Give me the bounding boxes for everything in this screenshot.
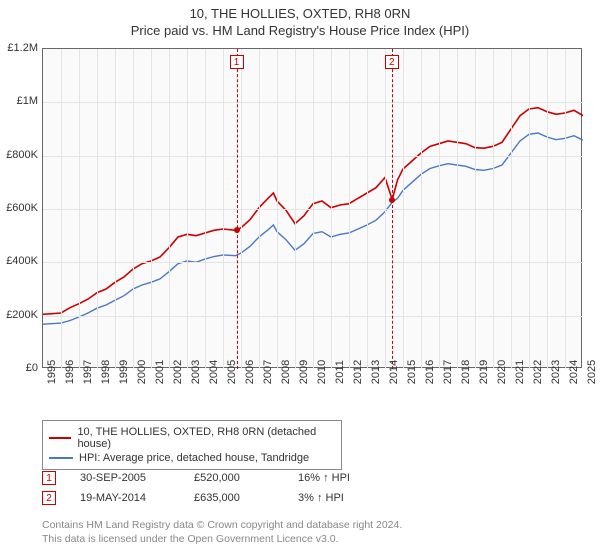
x-axis-label: 2024 [568, 360, 580, 384]
x-axis-label: 2013 [370, 360, 382, 384]
chart-title: 10, THE HOLLIES, OXTED, RH8 0RN [0, 0, 600, 21]
footnote: Contains HM Land Registry data © Crown c… [42, 518, 582, 546]
sale-marker: 2 [42, 491, 56, 505]
sale-marker-box: 1 [230, 55, 244, 69]
x-axis-label: 2005 [226, 360, 238, 384]
x-axis-label: 2014 [388, 360, 400, 384]
legend-swatch [49, 437, 71, 439]
legend-item: 10, THE HOLLIES, OXTED, RH8 0RN (detache… [49, 425, 335, 451]
x-axis-label: 2004 [208, 360, 220, 384]
y-axis-label: £600K [6, 202, 38, 214]
x-axis-label: 2006 [244, 360, 256, 384]
plot-region: 12 [42, 48, 582, 368]
chart-area: 12 £0£200K£400K£600K£800K£1M£1.2M1995199… [42, 48, 582, 368]
footnote-line: Contains HM Land Registry data © Crown c… [42, 518, 582, 532]
footnote-line: This data is licensed under the Open Gov… [42, 532, 582, 546]
x-axis-label: 1999 [118, 360, 130, 384]
x-axis-label: 2022 [532, 360, 544, 384]
x-axis-label: 2007 [262, 360, 274, 384]
x-axis-label: 2002 [172, 360, 184, 384]
x-axis-label: 2011 [334, 360, 346, 384]
x-axis-label: 2019 [478, 360, 490, 384]
x-axis-label: 2023 [550, 360, 562, 384]
sale-delta: 16% ↑ HPI [298, 472, 350, 484]
sale-price: £635,000 [194, 492, 274, 504]
x-axis-label: 2018 [460, 360, 472, 384]
sale-row: 1 30-SEP-2005 £520,000 16% ↑ HPI [42, 468, 582, 488]
x-axis-label: 1998 [100, 360, 112, 384]
x-axis-label: 2025 [586, 360, 598, 384]
sale-marker: 1 [42, 471, 56, 485]
y-axis-label: £1.2M [7, 42, 38, 54]
sale-row: 2 19-MAY-2014 £635,000 3% ↑ HPI [42, 488, 582, 508]
x-axis-label: 2020 [496, 360, 508, 384]
x-axis-label: 2021 [514, 360, 526, 384]
y-axis-label: £1M [17, 95, 38, 107]
sale-marker-dot [389, 197, 395, 203]
sale-price: £520,000 [194, 472, 274, 484]
sale-date: 19-MAY-2014 [80, 492, 170, 504]
x-axis-label: 1996 [64, 360, 76, 384]
x-axis-label: 2017 [442, 360, 454, 384]
y-axis-label: £800K [6, 149, 38, 161]
y-axis-label: £400K [6, 255, 38, 267]
sale-marker-box: 2 [385, 55, 399, 69]
x-axis-label: 2015 [406, 360, 418, 384]
x-axis-label: 2003 [190, 360, 202, 384]
legend-swatch [49, 457, 73, 459]
legend: 10, THE HOLLIES, OXTED, RH8 0RN (detache… [42, 420, 342, 470]
x-axis-label: 2000 [136, 360, 148, 384]
x-axis-label: 2010 [316, 360, 328, 384]
x-axis-label: 2008 [280, 360, 292, 384]
sale-marker-line [237, 49, 238, 369]
x-axis-label: 1997 [82, 360, 94, 384]
sale-date: 30-SEP-2005 [80, 472, 170, 484]
chart-subtitle: Price paid vs. HM Land Registry's House … [0, 21, 600, 42]
y-axis-label: £0 [26, 362, 38, 374]
x-axis-label: 2012 [352, 360, 364, 384]
legend-item: HPI: Average price, detached house, Tand… [49, 451, 335, 465]
y-axis-label: £200K [6, 309, 38, 321]
sales-table: 1 30-SEP-2005 £520,000 16% ↑ HPI 2 19-MA… [42, 468, 582, 508]
sale-marker-line [392, 49, 393, 369]
chart-container: 10, THE HOLLIES, OXTED, RH8 0RN Price pa… [0, 0, 600, 560]
x-axis-label: 2009 [298, 360, 310, 384]
sale-delta: 3% ↑ HPI [298, 492, 344, 504]
sale-marker-dot [234, 227, 240, 233]
x-axis-label: 2016 [424, 360, 436, 384]
legend-label: 10, THE HOLLIES, OXTED, RH8 0RN (detache… [77, 426, 335, 450]
x-axis-label: 2001 [154, 360, 166, 384]
legend-label: HPI: Average price, detached house, Tand… [79, 452, 309, 464]
x-axis-label: 1995 [46, 360, 58, 384]
